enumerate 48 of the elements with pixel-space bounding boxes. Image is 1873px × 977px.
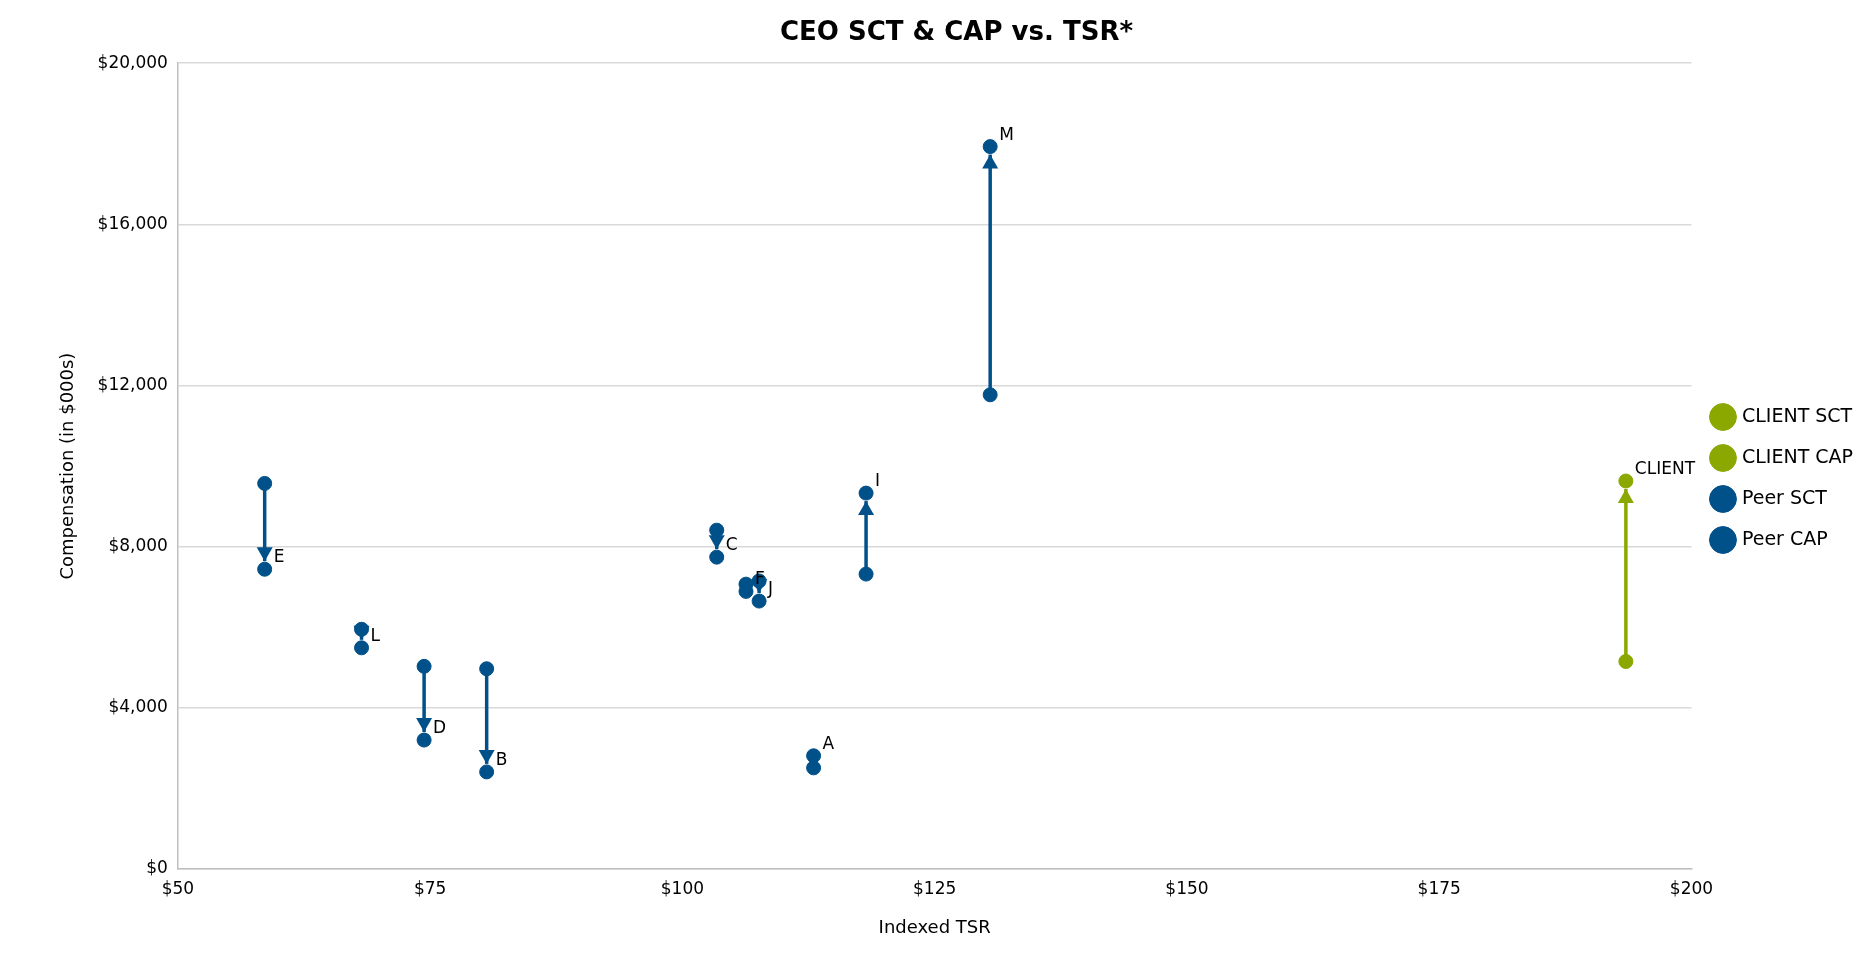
- point: [1618, 473, 1634, 489]
- annotation: E: [273, 546, 285, 567]
- point: [751, 593, 767, 609]
- point: [982, 139, 998, 155]
- annotation: A: [822, 732, 835, 753]
- legend-label: CLIENT SCT: [1741, 403, 1853, 426]
- y-tick-label: $0: [146, 857, 168, 878]
- x-axis-title: Indexed TSR: [878, 915, 991, 937]
- point: [806, 760, 822, 776]
- point: [479, 661, 495, 677]
- point: [354, 640, 370, 656]
- annotation: I: [875, 470, 881, 491]
- annotation: J: [767, 577, 774, 598]
- y-tick-label: $12,000: [97, 373, 168, 394]
- point: [416, 732, 432, 748]
- y-tick-label: $4,000: [108, 696, 168, 717]
- point: [806, 748, 822, 764]
- y-axis-title: Compensation (in $000s): [56, 352, 78, 580]
- legend-label: Peer SCT: [1741, 485, 1828, 508]
- x-tick-label: $100: [660, 877, 705, 898]
- point: [416, 658, 432, 674]
- point: [1618, 654, 1634, 670]
- annotation: L: [370, 624, 381, 645]
- x-tick-label: $50: [161, 877, 195, 898]
- x-tick-label: $200: [1669, 877, 1714, 898]
- x-tick-label: $75: [413, 877, 447, 898]
- point: [982, 387, 998, 403]
- point: [709, 522, 725, 538]
- legend-label: CLIENT CAP: [1741, 444, 1854, 467]
- point: [709, 549, 725, 565]
- point: [257, 475, 273, 491]
- point: [858, 566, 874, 582]
- point: [858, 485, 874, 501]
- legend-label: Peer CAP: [1741, 526, 1828, 549]
- point: [479, 764, 495, 780]
- chart-title: CEO SCT & CAP vs. TSR*: [779, 16, 1134, 47]
- x-tick-label: $175: [1417, 877, 1461, 898]
- annotation: D: [433, 716, 447, 737]
- annotation: B: [495, 748, 508, 769]
- annotation: M: [999, 123, 1014, 144]
- x-tick-label: $150: [1165, 877, 1209, 898]
- x-tick-label: $125: [913, 877, 957, 898]
- y-tick-label: $8,000: [108, 535, 168, 556]
- point: [257, 561, 273, 577]
- y-tick-label: $20,000: [97, 51, 168, 72]
- y-tick-label: $16,000: [97, 212, 168, 233]
- annotation: CLIENT: [1634, 457, 1696, 478]
- annotation: C: [725, 534, 738, 555]
